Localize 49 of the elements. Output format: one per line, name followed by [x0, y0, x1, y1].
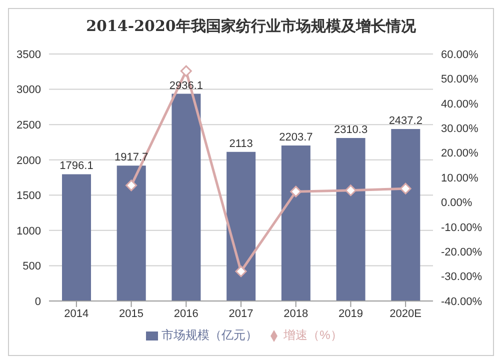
y2-tick-label: 20.00% — [441, 148, 479, 160]
bar — [281, 145, 310, 301]
data-label: 2437.2 — [388, 115, 422, 128]
y2-tick-label: 10.00% — [441, 172, 479, 184]
data-label: 1917.7 — [114, 152, 148, 164]
data-label: 1796.1 — [60, 160, 94, 172]
data-label: 2203.7 — [279, 131, 313, 144]
bar — [62, 174, 91, 301]
point — [126, 180, 138, 192]
point — [290, 186, 302, 198]
bar — [226, 152, 256, 301]
legend-label: 市场规模（亿元） — [162, 328, 258, 342]
point — [400, 182, 412, 194]
y-tick-label: 500 — [22, 260, 41, 273]
y-tick-label: 2000 — [16, 154, 41, 167]
y2-tick-label: -30.00% — [441, 271, 482, 284]
y2-tick-label: 0.00% — [441, 197, 472, 210]
bar — [391, 129, 420, 301]
bar — [172, 94, 201, 301]
point — [344, 184, 356, 196]
y2-tick-label: -40.00% — [441, 296, 482, 308]
y2-tick-label: 50.00% — [441, 74, 479, 86]
bar — [116, 166, 146, 301]
point — [235, 266, 247, 278]
y-tick-label: 1500 — [16, 190, 41, 202]
bar — [336, 138, 366, 301]
x-tick-label: 2019 — [338, 308, 363, 320]
y2-tick-label: 30.00% — [441, 123, 479, 136]
y-tick-label: 3000 — [16, 84, 41, 96]
legend-label: 增速（%） — [284, 328, 342, 342]
x-tick-label: 2016 — [174, 308, 198, 320]
x-tick-label: 2015 — [119, 308, 144, 320]
data-label: 2310.3 — [334, 124, 368, 136]
x-tick-label: 2014 — [64, 308, 89, 320]
y2-tick-label: 40.00% — [441, 98, 479, 110]
data-label: 2936.1 — [169, 80, 204, 92]
x-tick-label: 2018 — [284, 308, 308, 320]
data-label: 2113 — [229, 138, 253, 150]
y-tick-label: 0 — [34, 296, 41, 308]
point — [180, 65, 192, 77]
y2-tick-label: -10.00% — [441, 222, 482, 234]
y-tick-label: 3500 — [16, 48, 41, 61]
y-tick-label: 2500 — [16, 119, 41, 132]
x-tick-label: 2017 — [228, 308, 254, 320]
y2-tick-label: 60.00% — [441, 48, 479, 61]
chart-title: 2014-2020年我国家纺行业市场规模及增长情况 — [85, 17, 417, 36]
x-tick-label: 2020E — [390, 308, 422, 320]
y2-tick-label: -20.00% — [441, 246, 482, 259]
y-tick-label: 1000 — [16, 225, 41, 238]
